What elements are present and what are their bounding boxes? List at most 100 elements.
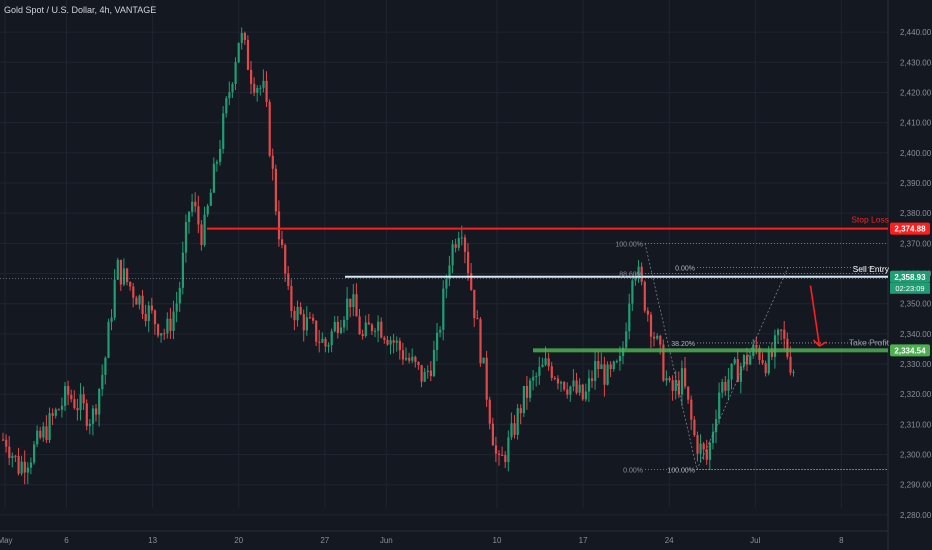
candle-body [429, 370, 432, 377]
candle-body [594, 361, 597, 381]
candle-body [181, 252, 184, 288]
candle-body [343, 319, 346, 328]
candle-body [45, 426, 48, 441]
candle-body [721, 381, 724, 393]
candle-body [451, 244, 454, 266]
fib-trend-line [644, 243, 698, 470]
candle-body [432, 349, 436, 377]
candle-body [380, 321, 383, 338]
candle-body [153, 310, 157, 325]
y-tick-label: 2,310.00 [900, 420, 932, 429]
candle-body [265, 80, 268, 102]
candle-body [175, 303, 178, 312]
candle-body [160, 333, 163, 336]
candle-body [98, 389, 101, 415]
candle-body [184, 222, 188, 253]
candle-body [377, 321, 380, 331]
candle-body [222, 113, 225, 149]
chart-title: Gold Spot / U.S. Dollar, 4h, VANTAGE [4, 5, 157, 15]
candle-body [318, 341, 321, 343]
candle-body [426, 370, 429, 373]
candle-body [163, 333, 166, 335]
candle-body [398, 340, 401, 351]
candle-body [445, 279, 448, 289]
candle-body [643, 281, 646, 311]
candle-body [587, 378, 591, 392]
candle-body [504, 455, 507, 463]
candle-body [646, 310, 649, 315]
candle-body [67, 385, 70, 395]
candle-body [191, 201, 194, 212]
y-tick-label: 2,370.00 [900, 239, 932, 248]
fib-right-label: 0.00% [675, 265, 695, 272]
candle-body [659, 335, 662, 345]
candle-body [82, 394, 85, 404]
candle-body [637, 266, 640, 277]
candle-body [525, 385, 529, 398]
candle-body [293, 310, 296, 321]
candle-body [315, 320, 318, 342]
candle-body [491, 423, 494, 446]
candle-body [392, 340, 395, 343]
candle-body [197, 206, 200, 225]
candle-body [228, 92, 231, 99]
candle-body [463, 237, 467, 252]
x-tick-label: 27 [320, 536, 329, 545]
candle-body [711, 432, 715, 443]
fib-left-label: 0.00% [623, 468, 643, 475]
candle-body [612, 361, 615, 370]
candle-body [556, 378, 560, 384]
candle-body [600, 364, 603, 370]
fib-trend-line [696, 267, 789, 470]
candle-body [541, 364, 544, 367]
candle-body [631, 280, 634, 304]
candle-body [237, 42, 240, 63]
candle-body [194, 201, 197, 207]
candle-body [231, 83, 234, 93]
candle-body [395, 340, 398, 343]
candle-body [780, 329, 783, 331]
candle-body [290, 286, 293, 311]
candle-body [48, 413, 51, 441]
candle-body [60, 405, 64, 410]
candle-body [746, 355, 749, 365]
candle-body [625, 331, 628, 348]
candle-body [33, 444, 36, 463]
candle-body [169, 318, 172, 331]
candle-body [460, 237, 463, 239]
take-profit-zone [533, 348, 888, 353]
countdown-badge [890, 282, 930, 294]
candle-body [755, 345, 758, 348]
x-tick-label: 24 [665, 536, 674, 545]
x-tick-label: 6 [64, 536, 69, 545]
candle-body [299, 306, 302, 315]
candle-body [668, 378, 671, 381]
candle-body [423, 372, 426, 382]
candle-body [11, 455, 14, 458]
y-tick-label: 2,290.00 [900, 481, 932, 490]
entry-label: Sell Entry [853, 264, 890, 274]
take-profit-label: Take Profit [849, 337, 890, 347]
candle-body [268, 101, 271, 156]
candle-body [8, 446, 11, 458]
candle-body [742, 355, 746, 367]
candle-body [79, 394, 82, 411]
candle-body [680, 368, 684, 395]
candle-body [358, 316, 361, 335]
candle-body [113, 279, 116, 318]
candle-body [615, 361, 618, 363]
candle-body [271, 155, 274, 169]
y-tick-label: 2,440.00 [900, 28, 932, 37]
candle-body [498, 453, 501, 455]
candle-body [591, 378, 594, 381]
candle-body [122, 268, 126, 285]
candle-body [547, 358, 550, 367]
candle-body [321, 338, 324, 343]
candle-body [29, 462, 33, 468]
candle-body [705, 449, 708, 460]
fib-left-label: 88.60% [619, 272, 643, 279]
y-tick-label: 2,410.00 [900, 119, 932, 128]
candle-body [777, 329, 780, 336]
candle-body [324, 338, 327, 347]
candle-body [597, 361, 600, 370]
